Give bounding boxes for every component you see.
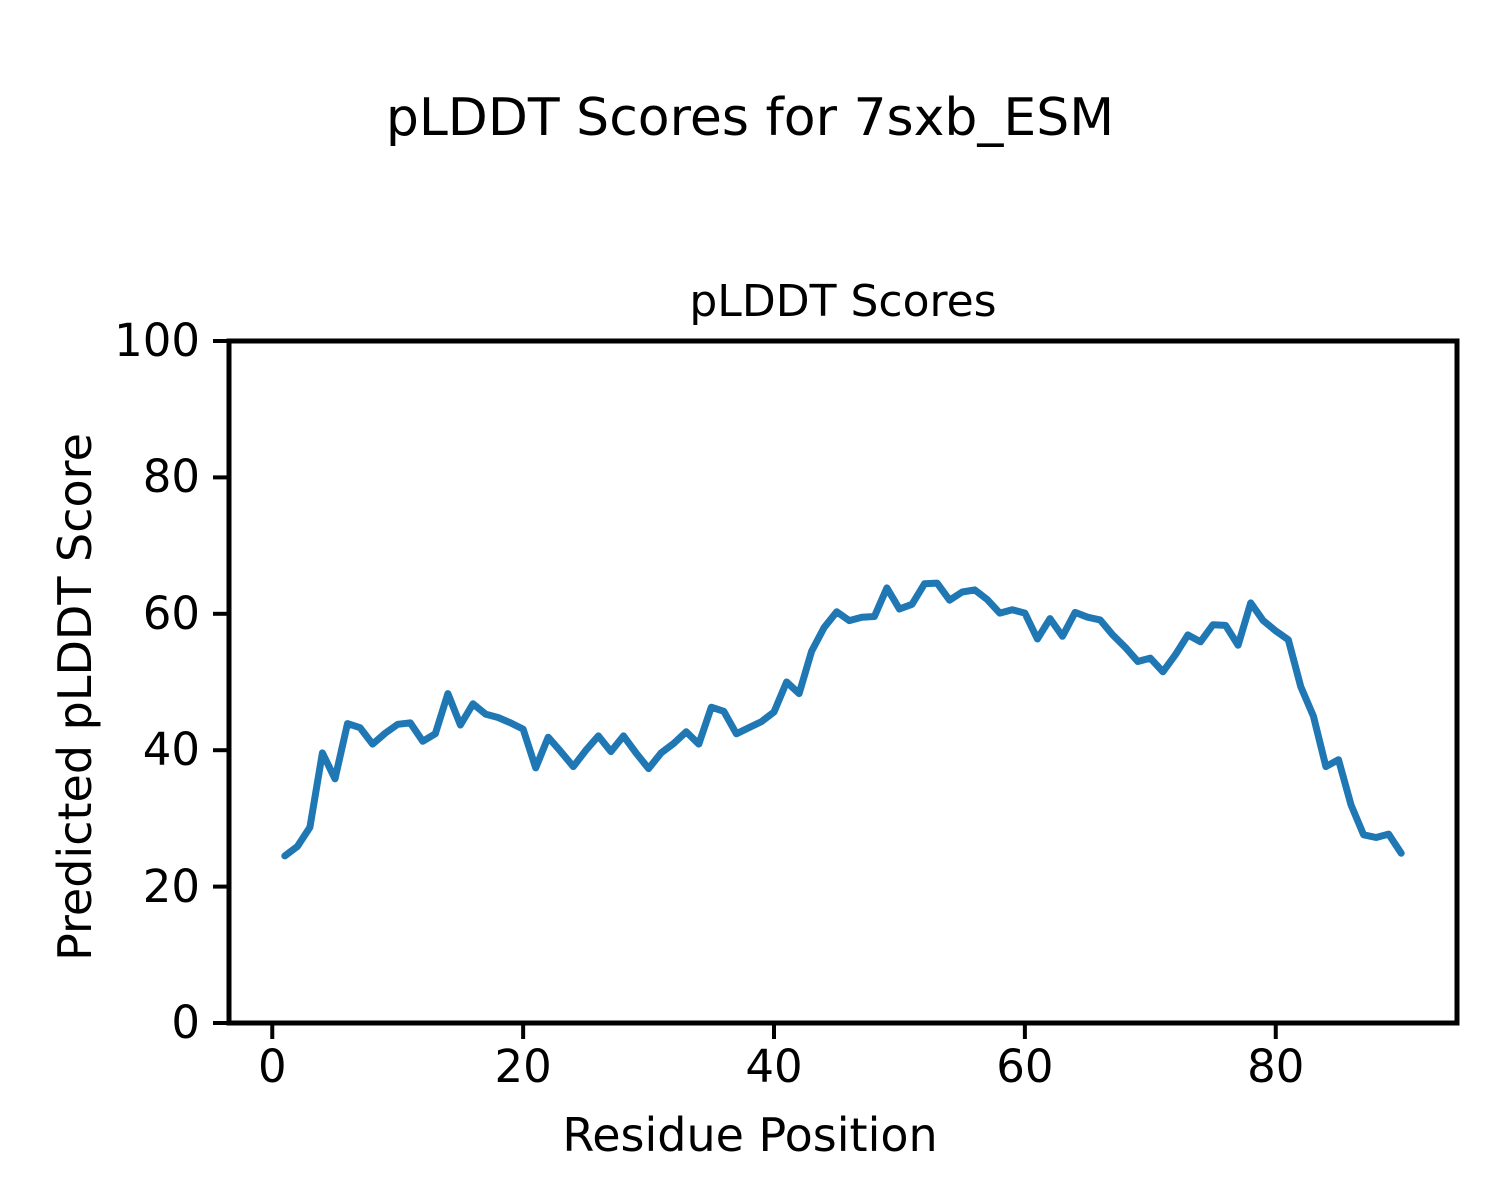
x-tick-label-20: 20 (494, 1040, 552, 1093)
x-tick-label-80: 80 (1247, 1040, 1305, 1093)
axes-title: pLDDT Scores (689, 276, 997, 327)
y-tick-label-40: 40 (142, 723, 200, 777)
y-tick-label-20: 20 (142, 859, 200, 913)
figure-title: pLDDT Scores for 7sxb_ESM (385, 88, 1115, 148)
x-tick-label-0: 0 (257, 1040, 287, 1093)
x-tick-label-60: 60 (996, 1040, 1054, 1093)
plddt-line (281, 579, 1405, 860)
y-tick-label-80: 80 (142, 450, 200, 504)
y-tick-label-60: 60 (142, 586, 200, 640)
axis-tick-marks (213, 339, 1278, 1039)
x-axis-label: Residue Position (562, 1108, 938, 1162)
y-tick-label-0: 0 (171, 996, 200, 1049)
axes-frame (226, 338, 1460, 1026)
y-tick-label-100: 100 (114, 314, 200, 367)
x-tick-label-40: 40 (745, 1040, 803, 1093)
